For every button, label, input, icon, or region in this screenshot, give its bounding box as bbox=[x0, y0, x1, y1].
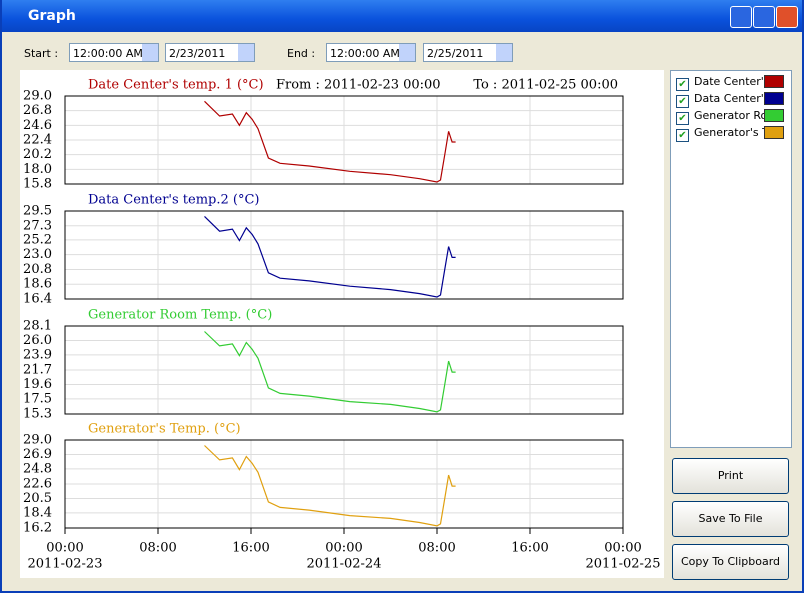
chart-title: Data Center's temp.2 (°C) bbox=[88, 193, 260, 208]
legend-label: Date Center's bbox=[694, 75, 770, 88]
print-button[interactable]: Print bbox=[672, 458, 789, 494]
legend-label: Data Center's bbox=[694, 92, 770, 105]
start-time-text: 12:00:00 AM bbox=[73, 47, 143, 60]
x-tick-label: 16:00 bbox=[232, 541, 269, 556]
legend-swatch bbox=[764, 109, 784, 122]
y-tick-label: 25.2 bbox=[23, 232, 52, 247]
maximize[interactable] bbox=[753, 6, 775, 28]
y-tick-label: 26.8 bbox=[23, 103, 52, 118]
window-title: Graph bbox=[28, 8, 76, 24]
y-tick-label: 28.1 bbox=[23, 319, 52, 334]
start-time[interactable]: 12:00:00 AM bbox=[69, 43, 159, 62]
y-tick-label: 29.5 bbox=[23, 204, 52, 219]
chart-title: Date Center's temp. 1 (°C) bbox=[88, 78, 264, 93]
y-tick-label: 15.3 bbox=[23, 407, 52, 422]
legend-item[interactable]: ✔ Generator Roo bbox=[676, 109, 788, 125]
y-tick-label: 20.8 bbox=[23, 262, 52, 277]
legend-label: Generator Roo bbox=[694, 109, 774, 122]
checkbox[interactable]: ✔ bbox=[676, 78, 689, 91]
chart-title: Generator Room Temp. (°C) bbox=[88, 308, 272, 323]
y-tick-label: 15.8 bbox=[23, 177, 52, 192]
legend-item[interactable]: ✔ Data Center's bbox=[676, 92, 788, 108]
y-tick-label: 29.0 bbox=[23, 433, 52, 448]
x-date-label: 2011-02-25 bbox=[586, 557, 661, 572]
legend-swatch bbox=[764, 126, 784, 139]
series-line bbox=[204, 215, 456, 298]
y-tick-label: 16.2 bbox=[23, 521, 52, 536]
y-tick-label: 18.6 bbox=[23, 277, 52, 292]
end-label: End : bbox=[287, 47, 316, 60]
y-tick-label: 22.6 bbox=[23, 477, 52, 492]
plot-border bbox=[64, 439, 624, 529]
y-tick-label: 21.7 bbox=[23, 363, 52, 378]
dropdown[interactable] bbox=[238, 44, 254, 61]
series-line bbox=[204, 100, 456, 183]
end-time-text: 12:00:00 AM bbox=[330, 47, 400, 60]
spinner[interactable] bbox=[399, 44, 415, 61]
series-line bbox=[204, 331, 456, 413]
end-date[interactable]: 2/25/2011 bbox=[423, 43, 513, 62]
y-tick-label: 27.3 bbox=[23, 218, 52, 233]
x-date-label: 2011-02-24 bbox=[307, 557, 382, 572]
checkbox[interactable]: ✔ bbox=[676, 95, 689, 108]
x-tick-label: 00:00 bbox=[46, 541, 83, 556]
y-tick-label: 17.5 bbox=[23, 391, 52, 406]
dropdown[interactable] bbox=[496, 44, 512, 61]
y-tick-label: 23.0 bbox=[23, 247, 52, 262]
minimize[interactable] bbox=[730, 6, 752, 28]
annotation: From : 2011-02-23 00:00 bbox=[276, 78, 441, 93]
y-tick-label: 22.4 bbox=[23, 133, 52, 148]
spinner[interactable] bbox=[142, 44, 158, 61]
x-tick-label: 00:00 bbox=[325, 541, 362, 556]
y-tick-label: 20.2 bbox=[23, 147, 52, 162]
legend-item[interactable]: ✔ Generator's Te bbox=[676, 126, 788, 142]
y-tick-label: 24.6 bbox=[23, 118, 52, 133]
y-tick-label: 18.0 bbox=[23, 162, 52, 177]
y-tick-label: 29.0 bbox=[23, 89, 52, 104]
legend-label: Generator's Te bbox=[694, 126, 774, 139]
y-tick-label: 26.0 bbox=[23, 333, 52, 348]
y-tick-label: 26.9 bbox=[23, 447, 52, 462]
x-tick-label: 16:00 bbox=[511, 541, 548, 556]
legend-swatch bbox=[764, 75, 784, 88]
legend: ✔ Date Center's ✔ Data Center's ✔ Generator R… bbox=[670, 70, 792, 448]
legend-item[interactable]: ✔ Date Center's bbox=[676, 75, 788, 91]
start-date-text: 2/23/2011 bbox=[169, 47, 226, 60]
y-tick-label: 19.6 bbox=[23, 377, 52, 392]
checkbox[interactable]: ✔ bbox=[676, 129, 689, 142]
chart-title: Generator's Temp. (°C) bbox=[88, 422, 241, 437]
save-button[interactable]: Save To File bbox=[672, 501, 789, 537]
y-tick-label: 24.8 bbox=[23, 461, 52, 476]
x-tick-label: 00:00 bbox=[604, 541, 641, 556]
plot-border bbox=[64, 210, 624, 300]
y-tick-label: 23.9 bbox=[23, 347, 52, 362]
close[interactable] bbox=[776, 6, 798, 28]
checkbox[interactable]: ✔ bbox=[676, 112, 689, 125]
end-time[interactable]: 12:00:00 AM bbox=[326, 43, 416, 62]
annotation: To : 2011-02-25 00:00 bbox=[473, 78, 618, 93]
x-tick-label: 08:00 bbox=[418, 541, 455, 556]
start-label: Start : bbox=[24, 47, 59, 60]
start-date[interactable]: 2/23/2011 bbox=[165, 43, 255, 62]
copy-button[interactable]: Copy To Clipboard bbox=[672, 544, 789, 580]
plot-border bbox=[64, 95, 624, 185]
plot-border bbox=[64, 325, 624, 415]
title-bar: Graph bbox=[2, 0, 802, 32]
y-tick-label: 20.5 bbox=[23, 491, 52, 506]
series-line bbox=[204, 445, 456, 527]
x-date-label: 2011-02-23 bbox=[28, 557, 103, 572]
y-tick-label: 18.4 bbox=[23, 505, 52, 520]
legend-swatch bbox=[764, 92, 784, 105]
y-tick-label: 16.4 bbox=[23, 292, 52, 307]
x-tick-label: 08:00 bbox=[139, 541, 176, 556]
end-date-text: 2/25/2011 bbox=[427, 47, 484, 60]
